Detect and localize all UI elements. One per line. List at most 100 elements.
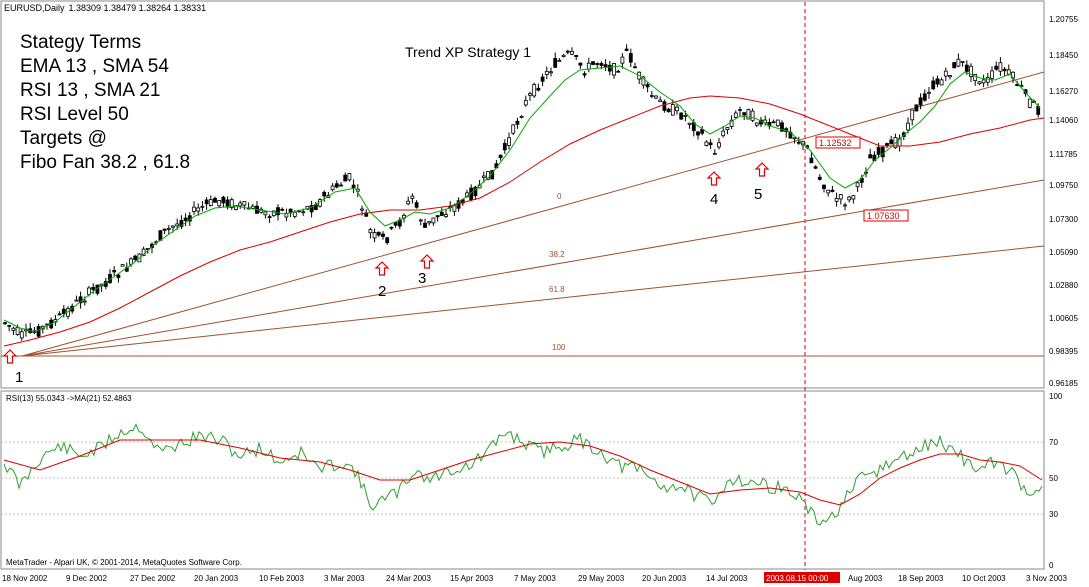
- candle-body: [452, 205, 457, 212]
- candle-body: [158, 230, 163, 241]
- candle-body: [561, 54, 566, 57]
- rsi-axis[interactable]: 100 70 50 30 0: [1049, 392, 1063, 570]
- date-axis[interactable]: 18 Nov 2002 9 Dec 2002 27 Dec 2002 20 Ja…: [2, 572, 1067, 583]
- candle-body: [192, 206, 196, 212]
- candle-body: [792, 137, 797, 140]
- candle-body: [292, 211, 297, 217]
- candle-body: [603, 64, 608, 68]
- candle-body: [721, 130, 726, 137]
- candle-body: [250, 205, 255, 209]
- candle-body: [238, 202, 243, 207]
- candle-body: [624, 48, 629, 51]
- candle-body: [616, 70, 621, 73]
- price-tick: 1.20755: [1049, 15, 1078, 24]
- strategy-terms: Stategy Terms EMA 13 , SMA 54 RSI 13 , S…: [20, 32, 190, 173]
- candle-body: [927, 91, 931, 94]
- candle-body: [675, 106, 679, 112]
- fibo-fan: [1, 71, 1045, 357]
- candle-body: [444, 214, 448, 217]
- price-tick: 1.02880: [1049, 281, 1078, 290]
- candle-body: [607, 64, 612, 72]
- candle-body: [763, 119, 768, 124]
- candle-body: [910, 109, 915, 121]
- rsi-tick: 70: [1049, 438, 1058, 447]
- candle-body: [271, 210, 276, 217]
- date-tick: 18 Nov 2002: [2, 574, 48, 583]
- candle-body: [15, 327, 20, 335]
- candle-body: [330, 185, 335, 191]
- candle-body: [931, 80, 936, 90]
- candle-body: [129, 258, 133, 265]
- candle-body: [868, 154, 873, 159]
- candle-body: [381, 233, 385, 237]
- price-tick: 1.07300: [1049, 215, 1078, 224]
- candle-body: [717, 142, 721, 148]
- candle-body: [729, 119, 734, 127]
- date-tick: 2003.08.15 00:00: [766, 574, 829, 583]
- date-tick: 15 Apr 2003: [450, 574, 494, 583]
- candle-body: [670, 104, 675, 116]
- candle-body: [817, 176, 822, 180]
- candle-body: [7, 324, 12, 327]
- price-tick: 1.09750: [1049, 181, 1078, 190]
- symbol-info: EURUSD,Daily 1.38309 1.38479 1.38264 1.38…: [4, 3, 206, 13]
- candle-body: [423, 222, 427, 228]
- date-tick: 3 Nov 2003: [1026, 574, 1067, 583]
- candle-body: [553, 57, 558, 68]
- fan-line-0: [21, 71, 1045, 357]
- candle-body: [683, 114, 688, 117]
- date-tick: 18 Sep 2003: [898, 574, 944, 583]
- price-pane[interactable]: [0, 0, 1045, 389]
- candle-body: [523, 99, 528, 106]
- price-axis[interactable]: 1.20755 1.18450 1.16270 1.14060 1.11785 …: [1049, 15, 1078, 388]
- candle-body: [196, 207, 201, 212]
- candle-body: [276, 207, 280, 216]
- candle-body: [57, 313, 62, 316]
- candle-body: [754, 122, 759, 126]
- candle-body: [1027, 98, 1032, 108]
- candle-body: [179, 220, 184, 228]
- candle-body: [679, 112, 684, 120]
- candle-body: [742, 112, 747, 116]
- candle-body: [796, 141, 801, 144]
- candle-body: [1002, 68, 1007, 72]
- term-line: RSI 13 , SMA 21: [20, 80, 160, 101]
- rsi-header: RSI(13) 55.0343 ->MA(21) 52.4863: [6, 394, 132, 403]
- rsi-tick: 100: [1049, 392, 1063, 401]
- candle-body: [200, 205, 205, 208]
- date-tick: 10 Oct 2003: [962, 574, 1006, 583]
- candle-body: [939, 79, 944, 86]
- candle-body: [780, 122, 784, 132]
- candle-body: [645, 84, 650, 88]
- candle-body: [376, 231, 381, 236]
- candle-body: [351, 184, 356, 189]
- rsi-pane[interactable]: [0, 390, 1045, 570]
- candle-body: [855, 182, 860, 188]
- price-tick: 1.00605: [1049, 314, 1078, 323]
- term-line: Fibo Fan 38.2 , 61.8: [20, 152, 190, 173]
- point-label-3: 3: [418, 270, 426, 287]
- candle-body: [360, 208, 364, 211]
- candle-body: [385, 237, 390, 244]
- candle-body: [263, 211, 268, 216]
- date-tick: 27 Dec 2002: [130, 574, 176, 583]
- candle-body: [221, 196, 226, 204]
- date-tick: 29 May 2003: [578, 574, 625, 583]
- candle-body: [3, 322, 7, 325]
- rsi-lines: [3, 423, 1043, 526]
- point-label-1: 1: [15, 369, 23, 386]
- fan-label-38: 38.2: [549, 250, 565, 259]
- up-arrow-icon: [754, 162, 770, 177]
- candle-body: [838, 194, 843, 200]
- candle-body: [435, 215, 440, 218]
- candle-body: [280, 208, 285, 211]
- candle-body: [943, 70, 948, 77]
- date-tick: 3 Mar 2003: [324, 574, 365, 583]
- up-arrow-icon: [419, 254, 435, 269]
- candle-body: [733, 112, 738, 118]
- price-tick: 0.96185: [1049, 379, 1078, 388]
- date-tick: 14 Jul 2003: [706, 574, 748, 583]
- candle-body: [847, 196, 852, 201]
- candle-body: [225, 199, 230, 208]
